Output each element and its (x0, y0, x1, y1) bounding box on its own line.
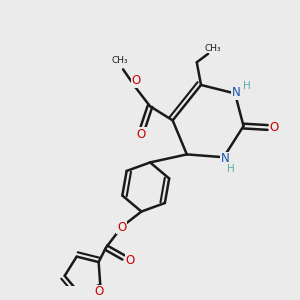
Text: O: O (269, 121, 278, 134)
Text: CH₃: CH₃ (112, 56, 129, 65)
Text: CH₃: CH₃ (204, 44, 221, 52)
Text: H: H (243, 80, 251, 91)
Text: O: O (125, 254, 134, 267)
Text: N: N (221, 152, 230, 165)
Text: O: O (117, 220, 126, 234)
Text: H: H (227, 164, 235, 174)
Text: N: N (232, 86, 241, 99)
Text: O: O (131, 74, 140, 87)
Text: O: O (137, 128, 146, 141)
Text: O: O (94, 285, 104, 298)
